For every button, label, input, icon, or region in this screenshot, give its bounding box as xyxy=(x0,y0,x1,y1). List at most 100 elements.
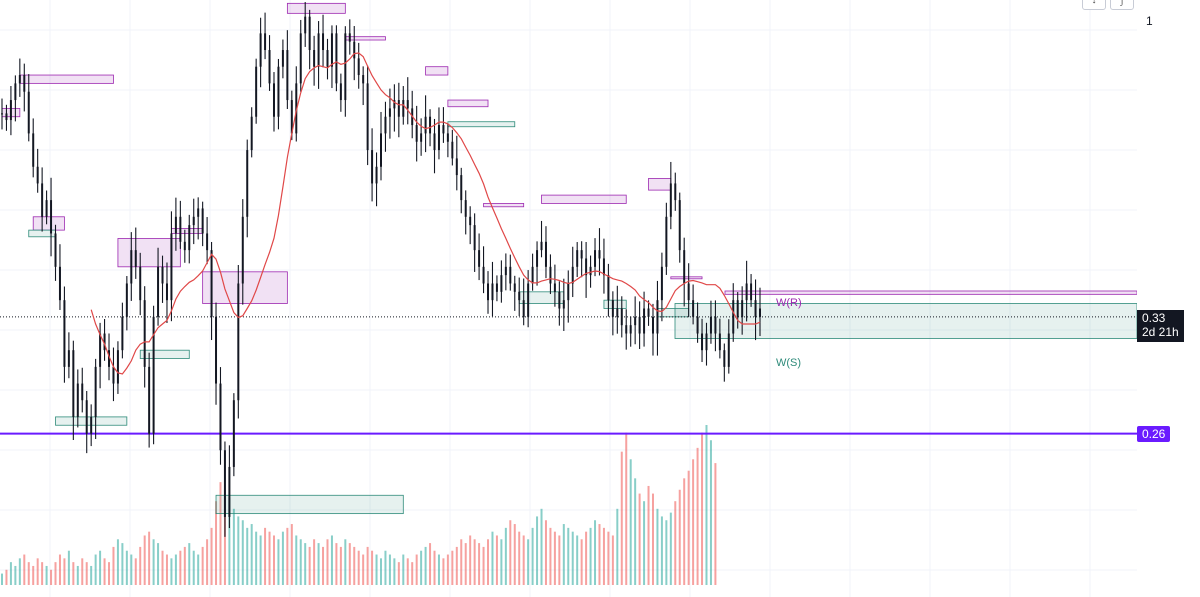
volume-bar xyxy=(513,524,516,585)
volume-bar xyxy=(598,524,601,585)
candle-body xyxy=(192,216,195,226)
volume-bar xyxy=(518,531,521,585)
volume-bar xyxy=(50,569,53,585)
volume-bar xyxy=(692,459,695,585)
volume-bar xyxy=(335,543,338,585)
volume-bar xyxy=(290,524,293,585)
candle-body xyxy=(228,466,231,517)
candle-body xyxy=(174,216,177,234)
candle-body xyxy=(714,316,717,334)
volume-bar xyxy=(308,546,311,585)
resistance-zone xyxy=(344,36,386,41)
candle-body xyxy=(540,241,543,251)
candle-body xyxy=(250,116,253,151)
resistance-zone xyxy=(670,276,703,280)
volume-bar xyxy=(424,546,427,585)
volume-bar xyxy=(473,539,476,585)
candle-body xyxy=(656,300,659,334)
candle-body xyxy=(76,383,79,417)
support-zone xyxy=(447,121,516,128)
scale-top-label: 1 xyxy=(1146,14,1153,28)
volume-bar xyxy=(241,520,244,585)
candle-body xyxy=(558,291,561,309)
volume-bar xyxy=(665,520,668,585)
candle-body xyxy=(237,283,240,401)
candle-body xyxy=(183,241,186,251)
candle-body xyxy=(647,308,650,317)
volume-bar xyxy=(94,554,97,585)
volume-bar xyxy=(429,543,432,585)
support-zone-label: W(S) xyxy=(776,357,802,369)
volume-bar xyxy=(558,535,561,585)
volume-bar xyxy=(130,554,133,585)
volume-bar xyxy=(23,554,26,585)
volume-bar xyxy=(607,531,610,585)
candle-body xyxy=(567,283,570,301)
candle-body xyxy=(576,250,579,267)
volume-bar xyxy=(103,558,106,585)
candle-body xyxy=(9,100,12,121)
volume-bar xyxy=(286,527,289,585)
volume-bar xyxy=(125,550,128,585)
volume-bar xyxy=(487,539,490,585)
volume-bar xyxy=(36,558,39,585)
candle-body xyxy=(625,325,628,334)
support-zone xyxy=(139,349,190,359)
price-scale[interactable] xyxy=(1137,0,1200,597)
candle-body xyxy=(264,33,267,51)
candle-body xyxy=(157,266,160,317)
current-price-value: 0.33 xyxy=(1142,310,1166,325)
candle-body xyxy=(375,166,378,184)
candle-body xyxy=(281,50,284,67)
candle-body xyxy=(290,100,293,134)
candle-body xyxy=(629,325,632,334)
volume-bar xyxy=(531,527,534,585)
volume-bar xyxy=(197,554,200,585)
volume-bar xyxy=(353,546,356,585)
volume-bar xyxy=(602,527,605,585)
volume-bar xyxy=(170,558,173,585)
settings-icon[interactable]: ⌡ xyxy=(1110,0,1134,10)
volume-bar xyxy=(482,546,485,585)
bar-countdown: 2d 21h xyxy=(1142,324,1179,339)
candle-body xyxy=(165,283,168,301)
volume-bar xyxy=(553,531,556,585)
candle-body xyxy=(255,66,258,117)
volume-bar xyxy=(464,543,467,585)
volume-bar xyxy=(108,562,111,585)
volume-bar xyxy=(148,531,151,585)
candle-body xyxy=(620,308,623,326)
candle-body xyxy=(723,350,726,367)
candle-body xyxy=(478,250,481,267)
support-zone xyxy=(603,299,627,309)
candle-body xyxy=(643,308,646,334)
candle-body xyxy=(651,316,654,334)
volume-bar xyxy=(629,459,632,585)
candle-body xyxy=(143,300,146,367)
candle-body xyxy=(709,316,712,334)
weekly-support-zone xyxy=(674,303,1138,339)
resistance-zone xyxy=(32,216,65,231)
candle-body xyxy=(562,300,565,309)
candle-body xyxy=(357,58,360,76)
volume-bar xyxy=(219,482,222,585)
volume-bar xyxy=(647,485,650,585)
candle-body xyxy=(103,333,106,351)
candle-body xyxy=(678,200,681,251)
candle-body xyxy=(522,300,525,317)
candle-body xyxy=(692,300,695,317)
volume-bar xyxy=(81,558,84,585)
candle-body xyxy=(598,250,601,259)
chart-grid xyxy=(0,0,1137,597)
support-zone xyxy=(518,291,565,304)
candle-body xyxy=(669,183,672,217)
volume-bar xyxy=(611,535,614,585)
candle-body xyxy=(402,100,405,117)
candle-body xyxy=(696,316,699,334)
scroll-down-icon[interactable]: ↓ xyxy=(1082,0,1106,10)
candle-body xyxy=(495,283,498,292)
volume-bar xyxy=(571,531,574,585)
candle-body xyxy=(339,83,342,101)
resistance-zone xyxy=(19,74,114,84)
